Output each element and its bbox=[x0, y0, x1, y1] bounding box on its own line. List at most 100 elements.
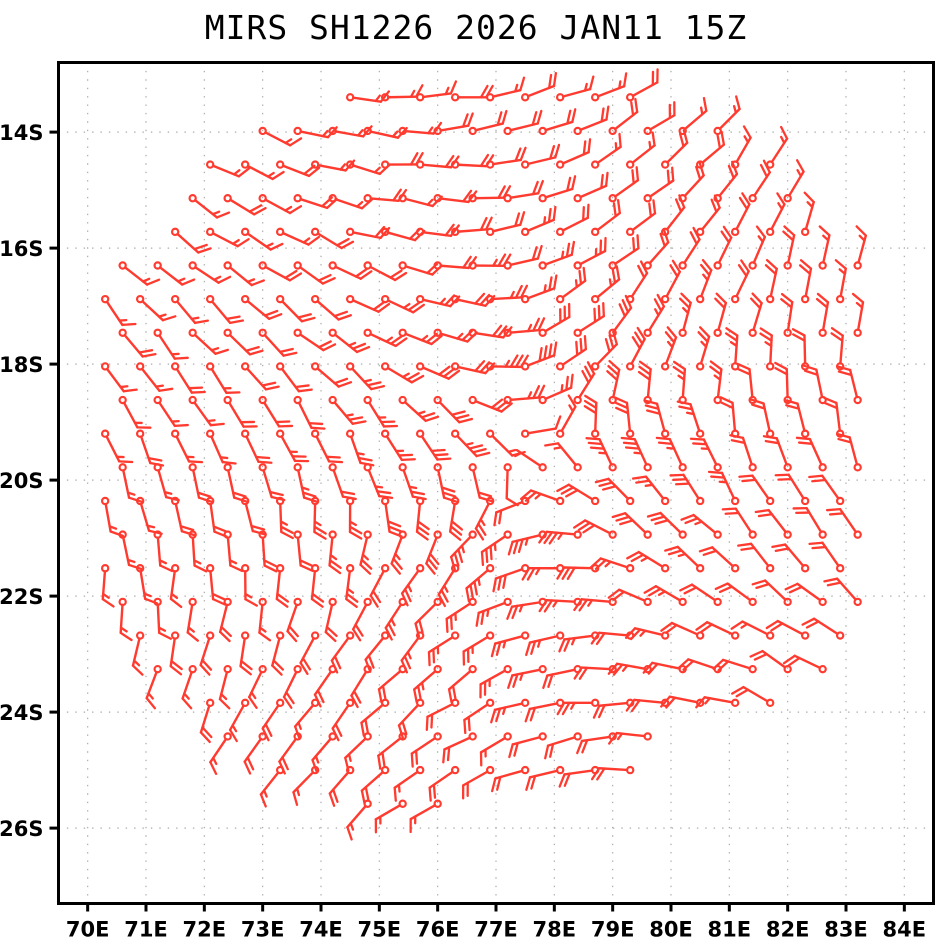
wind-barb bbox=[762, 435, 792, 472]
wind-barb bbox=[678, 226, 701, 270]
wind-barb bbox=[514, 448, 547, 472]
wind-barb bbox=[520, 71, 558, 102]
wind-barb bbox=[643, 293, 666, 337]
wind-barb bbox=[153, 463, 180, 502]
wind-barb bbox=[393, 765, 425, 802]
wind-barb bbox=[223, 261, 265, 287]
x-axis-tick-label: 74E bbox=[299, 918, 343, 942]
wind-barb bbox=[135, 496, 163, 535]
y-axis-tick-label: 14S bbox=[0, 121, 44, 145]
wind-barb bbox=[678, 292, 692, 337]
wind-barb bbox=[427, 631, 460, 667]
wind-barb bbox=[293, 395, 326, 430]
wind-barb bbox=[153, 597, 172, 640]
wind-barb bbox=[310, 362, 353, 388]
wind-barb bbox=[380, 362, 425, 384]
wind-barb bbox=[188, 194, 231, 219]
wind-barb bbox=[724, 327, 740, 371]
wind-barb bbox=[800, 191, 815, 237]
x-axis-tick-label: 72E bbox=[183, 918, 227, 942]
wind-barb bbox=[853, 225, 868, 270]
x-axis-tick-label: 71E bbox=[124, 918, 168, 942]
wind-barb bbox=[695, 696, 740, 709]
wind-barb bbox=[521, 564, 565, 581]
wind-barb bbox=[520, 143, 561, 169]
wind-barb bbox=[240, 429, 273, 464]
axis-ticks: 70E 71E 72E 73E 74E 75E 76E 77E 78E 79E 80E 81E 82E 8… bbox=[0, 121, 926, 941]
wind-barb bbox=[397, 698, 425, 740]
wind-barb bbox=[425, 698, 460, 731]
wind-barb bbox=[485, 211, 526, 237]
wind-barb bbox=[590, 765, 635, 781]
wind-barb bbox=[282, 664, 302, 709]
wind-barb bbox=[240, 496, 267, 536]
wind-barb bbox=[415, 496, 430, 541]
wind-barb bbox=[259, 765, 285, 808]
wind-barb bbox=[363, 395, 399, 428]
wind-barb bbox=[377, 664, 407, 704]
wind-barb bbox=[538, 240, 576, 270]
x-axis-tick-label: 73E bbox=[241, 918, 285, 942]
wind-barb bbox=[802, 364, 827, 405]
wind-barb bbox=[736, 362, 757, 405]
wind-barb bbox=[791, 328, 810, 371]
wind-barb bbox=[271, 631, 285, 676]
wind-barb bbox=[664, 545, 705, 573]
wind-barb bbox=[258, 261, 303, 282]
wind-barb bbox=[345, 564, 359, 608]
wind-barb bbox=[585, 437, 617, 472]
wind-barb bbox=[360, 698, 390, 737]
wind-barb bbox=[590, 199, 621, 237]
wind-barb bbox=[607, 588, 652, 607]
wind-barb bbox=[448, 496, 464, 541]
wind-barb bbox=[759, 327, 775, 371]
wind-barb bbox=[818, 225, 831, 270]
wind-barb bbox=[475, 597, 512, 627]
wind-barb bbox=[695, 194, 721, 237]
wind-barb bbox=[345, 496, 363, 540]
wind-barb bbox=[258, 194, 303, 215]
wind-barb bbox=[830, 327, 845, 371]
wind-barb bbox=[450, 429, 491, 458]
wind-barb bbox=[729, 434, 757, 472]
wind-barb bbox=[573, 664, 617, 680]
wind-barb bbox=[380, 294, 426, 314]
wind-barb bbox=[449, 530, 477, 571]
wind-barb bbox=[118, 261, 161, 286]
wind-barb bbox=[625, 131, 656, 169]
wind-barb bbox=[485, 429, 526, 457]
wind-barb bbox=[100, 294, 137, 327]
wind-barb bbox=[730, 192, 751, 237]
wind-barb bbox=[275, 294, 316, 323]
wind-barb bbox=[100, 362, 138, 393]
wind-barb bbox=[328, 328, 371, 354]
wind-barb bbox=[538, 530, 582, 545]
wind-barb bbox=[589, 557, 635, 573]
wind-barb bbox=[390, 530, 407, 575]
wind-barb bbox=[328, 530, 342, 575]
wind-barb bbox=[311, 732, 337, 774]
wind-barb bbox=[199, 631, 215, 676]
y-axis-tick-label: 24S bbox=[0, 701, 44, 725]
wind-barb bbox=[100, 564, 115, 608]
wind-barb bbox=[131, 631, 145, 676]
wind-barb bbox=[223, 328, 264, 356]
wind-barb bbox=[730, 685, 775, 708]
wind-barb bbox=[205, 362, 241, 395]
wind-barb bbox=[555, 75, 595, 102]
wind-barb bbox=[433, 463, 458, 503]
wind-barb bbox=[442, 732, 477, 764]
wind-barb bbox=[698, 546, 740, 573]
wind-barb bbox=[228, 698, 250, 743]
wind-barb bbox=[721, 507, 757, 539]
wind-barb bbox=[100, 429, 134, 464]
wind-barb bbox=[719, 396, 740, 438]
wind-barb bbox=[538, 175, 577, 203]
wind-barb bbox=[625, 326, 646, 371]
wind-barb bbox=[503, 317, 546, 337]
y-axis-tick-label: 20S bbox=[0, 469, 44, 493]
wind-barb bbox=[851, 292, 865, 337]
x-axis-tick-label: 81E bbox=[708, 918, 752, 942]
wind-barb bbox=[808, 541, 845, 573]
